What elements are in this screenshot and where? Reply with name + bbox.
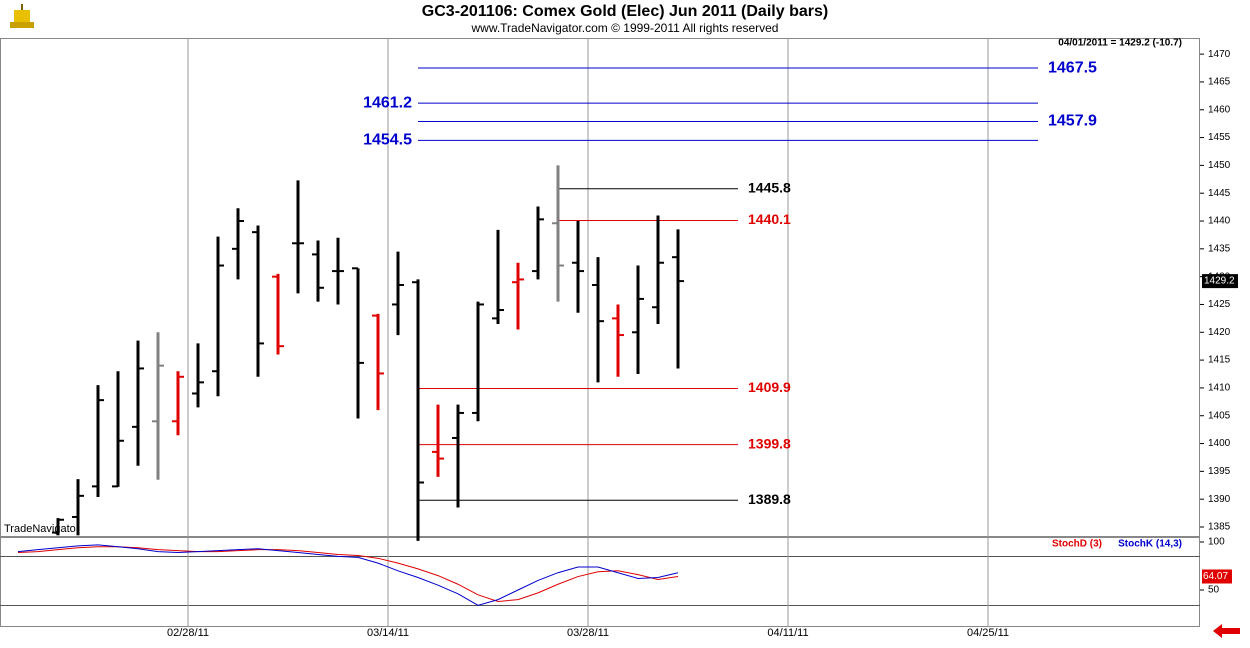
level-label: 1457.9 <box>1048 113 1097 130</box>
indicator-line <box>17 544 679 606</box>
y-tick-label: 1460 <box>1208 104 1231 115</box>
y-tick-label: 1420 <box>1208 327 1231 338</box>
chart-subtitle: www.TradeNavigator.com © 1999-2011 All r… <box>471 21 779 35</box>
y-tick-label: 1405 <box>1208 410 1231 421</box>
chart-title: GC3-201106: Comex Gold (Elec) Jun 2011 (… <box>422 3 828 20</box>
level-label: 1409.9 <box>748 379 791 395</box>
y-tick-label: 1385 <box>1208 522 1231 533</box>
y-tick-label: 1415 <box>1208 355 1231 366</box>
indicator-panel <box>0 537 1200 627</box>
y-tick-label: 1445 <box>1208 188 1231 199</box>
y-tick-label: 50 <box>1208 585 1220 596</box>
x-tick-label: 04/25/11 <box>967 627 1009 639</box>
last-price-box <box>1202 274 1238 289</box>
legend-entry: StochD (3) <box>1052 539 1102 550</box>
x-tick-label: 03/28/11 <box>567 627 609 639</box>
y-tick-label: 1455 <box>1208 132 1231 143</box>
level-label: 1454.5 <box>363 132 412 149</box>
info-label: 04/01/2011 = 1429.2 (-10.7) <box>1058 38 1182 49</box>
watermark: TradeNavigator <box>4 523 80 535</box>
y-tick-label: 1410 <box>1208 383 1231 394</box>
y-tick-label: 1425 <box>1208 299 1231 310</box>
y-tick-label: 1400 <box>1208 438 1231 449</box>
level-label: 1467.5 <box>1048 59 1097 76</box>
level-label: 1389.8 <box>748 491 791 507</box>
y-tick-label: 100 <box>1208 537 1225 548</box>
y-tick-label: 1470 <box>1208 49 1231 60</box>
last-value-label: 64.07 <box>1203 571 1228 582</box>
y-tick-label: 1395 <box>1208 466 1231 477</box>
x-tick-label: 02/28/11 <box>167 627 209 639</box>
level-label: 1445.8 <box>748 179 791 195</box>
y-tick-label: 1450 <box>1208 160 1231 171</box>
level-label: 1399.8 <box>748 435 791 451</box>
y-tick-label: 1435 <box>1208 243 1231 254</box>
legend-entry: StochK (14,3) <box>1118 539 1182 550</box>
level-label: 1461.2 <box>363 94 412 111</box>
price-panel <box>0 38 1200 537</box>
logo <box>10 4 34 28</box>
x-tick-label: 04/11/11 <box>767 627 808 639</box>
last-price-label: 1429.2 <box>1204 276 1235 287</box>
y-tick-label: 1465 <box>1208 77 1231 88</box>
level-label: 1440.1 <box>748 211 791 227</box>
y-tick-label: 1390 <box>1208 494 1231 505</box>
x-tick-label: 03/14/11 <box>367 627 409 639</box>
y-tick-label: 1440 <box>1208 216 1231 227</box>
nav-arrow[interactable] <box>1213 624 1240 638</box>
last-value-box <box>1202 569 1232 584</box>
